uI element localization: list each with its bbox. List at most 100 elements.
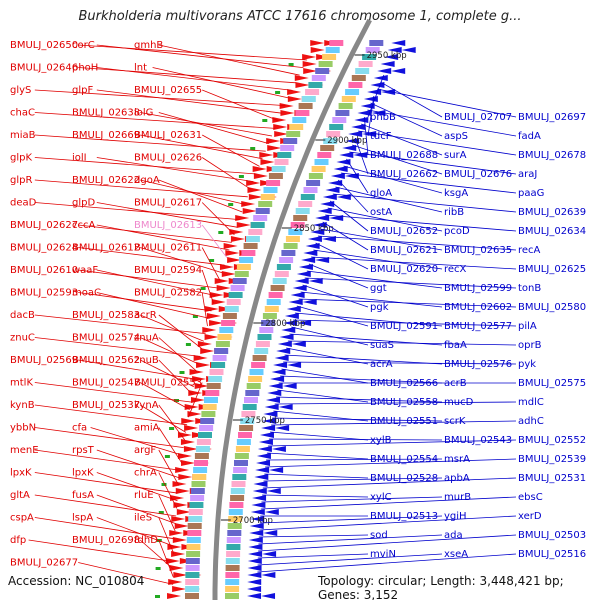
gene-label-left: lpxK xyxy=(72,468,94,479)
reverse-strand-gene xyxy=(170,495,185,501)
feature-block xyxy=(221,320,236,326)
leader-line-right xyxy=(262,477,517,489)
gene-label-left: rluE xyxy=(134,490,154,501)
feature-block xyxy=(239,425,254,431)
feature-block xyxy=(212,355,227,361)
kbp-tick-label: 2900 kbp xyxy=(327,136,367,146)
gene-label-left: cfa xyxy=(72,423,87,434)
leader-line-right xyxy=(287,340,517,346)
leader-line-left xyxy=(96,157,254,182)
feature-block xyxy=(358,61,373,67)
gene-label-left: mtlK xyxy=(10,378,33,389)
forward-strand-gene xyxy=(252,488,267,494)
gene-label-left: lspA xyxy=(72,513,93,524)
gene-label-left: gltA xyxy=(10,490,30,501)
reverse-strand-gene xyxy=(225,250,240,256)
feature-block xyxy=(225,572,240,578)
feature-block xyxy=(303,187,318,193)
green-marker xyxy=(192,315,198,318)
gene-label-left: kynA xyxy=(134,400,159,411)
feature-block xyxy=(271,166,286,172)
reverse-strand-gene xyxy=(193,355,208,361)
leader-line-left xyxy=(34,112,276,129)
feature-block xyxy=(332,117,347,123)
feature-block xyxy=(295,208,310,214)
leader-line-right xyxy=(300,291,443,308)
leader-line-left xyxy=(152,67,289,99)
leader-line-right xyxy=(325,214,517,232)
leader-line-right xyxy=(361,123,443,156)
leader-line-left xyxy=(34,404,188,426)
forward-strand-gene xyxy=(259,432,274,438)
forward-strand-gene xyxy=(330,173,345,179)
feature-block xyxy=(188,509,203,515)
feature-block xyxy=(270,285,285,291)
green-marker xyxy=(218,231,224,234)
reverse-strand-gene xyxy=(216,285,231,291)
reverse-strand-gene xyxy=(177,453,192,459)
forward-strand-gene xyxy=(247,579,262,585)
leader-line-right xyxy=(380,81,443,118)
gene-label-left: BMULJ_02610 xyxy=(10,265,78,276)
forward-strand-gene xyxy=(325,187,340,193)
leader-line-right xyxy=(265,458,517,468)
reverse-strand-gene xyxy=(177,432,192,438)
leader-line-right xyxy=(277,389,369,403)
leader-line-right xyxy=(286,347,369,365)
feature-block xyxy=(317,152,332,158)
reverse-strand-gene xyxy=(176,509,191,515)
reverse-strand-gene xyxy=(204,334,219,340)
reverse-strand-gene xyxy=(241,201,256,207)
green-marker xyxy=(164,455,170,458)
reverse-strand-gene xyxy=(173,572,188,578)
feature-block xyxy=(272,278,287,284)
leader-line-right xyxy=(266,452,369,460)
reverse-strand-gene xyxy=(194,383,209,389)
gene-label-right: apbA xyxy=(444,473,470,484)
reverse-strand-gene xyxy=(192,376,207,382)
feature-block xyxy=(268,173,283,179)
green-marker xyxy=(158,511,164,514)
leader-line-right xyxy=(259,515,517,531)
leader-line-right xyxy=(274,401,517,405)
gene-label-right: ostA xyxy=(370,207,392,218)
feature-block xyxy=(206,383,221,389)
gene-label-left: dgoA xyxy=(134,175,160,186)
forward-strand-gene xyxy=(342,145,357,151)
feature-block xyxy=(283,243,298,249)
reverse-strand-gene xyxy=(219,264,234,270)
feature-block xyxy=(219,327,234,333)
feature-block xyxy=(288,229,303,235)
leader-line-left xyxy=(96,269,216,296)
gene-label-left: BMULJ_02617 xyxy=(134,198,202,209)
feature-block xyxy=(217,334,232,340)
feature-block xyxy=(355,68,370,74)
leader-line-right xyxy=(283,361,517,365)
reverse-strand-gene xyxy=(235,215,250,221)
leader-line-left xyxy=(188,382,203,418)
forward-strand-gene xyxy=(291,341,306,347)
gene-label-right: tonB xyxy=(518,283,541,294)
feature-block xyxy=(222,313,237,319)
gene-label-right: pcoD xyxy=(444,226,470,237)
gene-label-right: BMULJ_02516 xyxy=(518,549,586,560)
gene-label-right: BMULJ_02676 xyxy=(444,169,512,180)
feature-block xyxy=(257,334,272,340)
feature-block xyxy=(249,369,264,375)
forward-strand-gene xyxy=(252,495,267,501)
leader-line-left xyxy=(158,517,175,555)
forward-strand-gene xyxy=(387,47,402,53)
gene-label-left: ybbN xyxy=(10,423,36,434)
feature-block xyxy=(227,523,242,529)
feature-block xyxy=(194,453,209,459)
feature-block xyxy=(266,299,281,305)
leader-line-right xyxy=(343,165,443,194)
feature-block xyxy=(190,488,205,494)
leader-line-right xyxy=(258,534,369,538)
forward-strand-gene xyxy=(256,453,271,459)
gene-label-left: BMULJ_02611 xyxy=(134,243,202,254)
gene-label-left: BMULJ_02569 xyxy=(10,355,78,366)
feature-block xyxy=(292,117,307,123)
forward-strand-gene xyxy=(307,236,322,242)
